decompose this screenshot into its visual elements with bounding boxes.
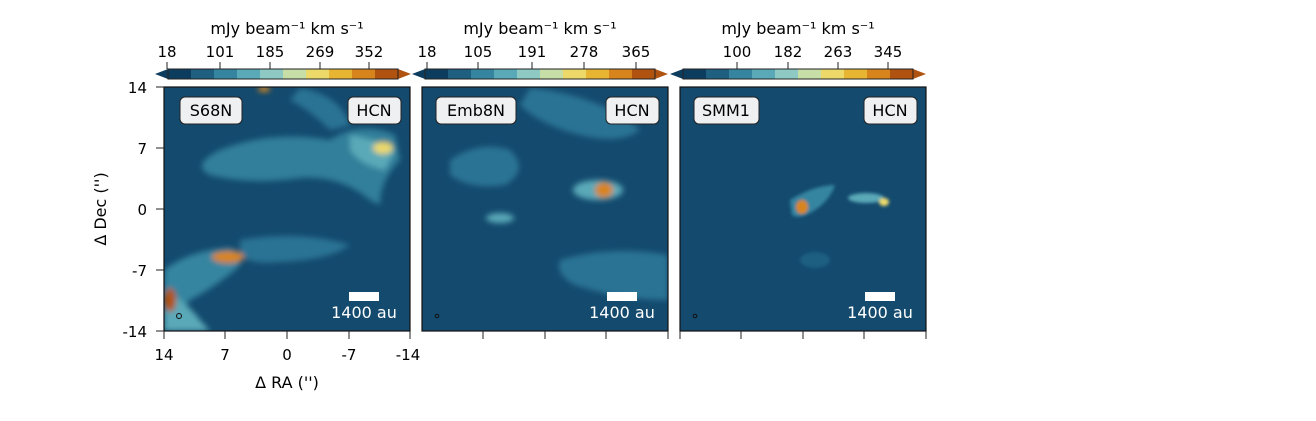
colorbar-label: mJy beam⁻¹ km s⁻¹ <box>210 19 363 38</box>
colorbar-cell <box>609 69 633 79</box>
y-tick: 7 <box>137 140 147 158</box>
colorbar-cell <box>798 69 822 79</box>
colorbar-tick: 365 <box>622 43 651 61</box>
scale-bar-label: 1400 au <box>847 303 913 322</box>
colorbar-ticks: 100 182 263 345 <box>723 43 903 69</box>
colorbar-tick: 182 <box>774 43 803 61</box>
x-tick: 0 <box>282 346 292 364</box>
colorbar-cell <box>821 69 845 79</box>
x-axis-ticks <box>482 331 669 339</box>
map-image <box>679 86 927 332</box>
colorbar-cell <box>706 69 730 79</box>
colorbar-tick: 269 <box>306 43 335 61</box>
x-tick: -7 <box>342 346 357 364</box>
colorbar-extend-high <box>913 69 926 79</box>
x-tick: -14 <box>396 346 421 364</box>
y-tick: -7 <box>132 262 147 280</box>
colorbar <box>155 68 411 80</box>
scale-bar-label: 1400 au <box>331 303 397 322</box>
colorbar-tick: 18 <box>417 43 436 61</box>
panel-smm1: mJy beam⁻¹ km s⁻¹ 100 182 263 345 <box>670 19 927 339</box>
colorbar-label: mJy beam⁻¹ km s⁻¹ <box>463 19 616 38</box>
y-tick: 0 <box>137 201 147 219</box>
colorbar-extend-high <box>655 69 668 79</box>
scale-bar <box>607 292 637 301</box>
colorbar-extend-low <box>412 69 425 79</box>
colorbar-cell <box>867 69 891 79</box>
colorbar-tick: 345 <box>874 43 903 61</box>
colorbar-cell <box>260 69 284 79</box>
colorbar-cell <box>214 69 238 79</box>
colorbar-tick: 18 <box>157 43 176 61</box>
source-label: Emb8N <box>447 101 505 120</box>
colorbar-cell <box>425 69 449 79</box>
colorbar-cell <box>375 69 399 79</box>
colorbar-extend-low <box>670 69 683 79</box>
line-label: HCN <box>614 101 649 120</box>
colorbar-cell <box>683 69 707 79</box>
colorbar-cell <box>540 69 564 79</box>
colorbar-tick: 278 <box>570 43 599 61</box>
colorbar-tick: 191 <box>518 43 547 61</box>
colorbar-cell <box>329 69 353 79</box>
x-tick: 7 <box>220 346 230 364</box>
y-tick: 14 <box>128 79 147 97</box>
colorbar-cell <box>168 69 192 79</box>
colorbar-cell <box>306 69 330 79</box>
source-label: S68N <box>190 101 232 120</box>
x-axis-label: Δ RA ('') <box>255 373 319 392</box>
panel-s68n: mJy beam⁻¹ km s⁻¹ 18 101 185 269 352 <box>91 19 420 392</box>
scale-bar <box>865 292 895 301</box>
colorbar-cell <box>775 69 799 79</box>
colorbar-cell <box>563 69 587 79</box>
colorbar-cell <box>890 69 914 79</box>
colorbar-cell <box>283 69 307 79</box>
colorbar-label: mJy beam⁻¹ km s⁻¹ <box>721 19 874 38</box>
colorbar-extend-low <box>155 69 168 79</box>
scale-bar <box>349 292 379 301</box>
colorbar-tick: 263 <box>824 43 853 61</box>
colorbar-cell <box>237 69 261 79</box>
colorbar-tick: 352 <box>355 43 384 61</box>
x-tick: 14 <box>154 346 173 364</box>
colorbar-cell <box>448 69 472 79</box>
line-label: HCN <box>872 101 907 120</box>
map-image <box>163 86 411 332</box>
colorbar-cell <box>729 69 753 79</box>
y-axis-label: Δ Dec ('') <box>91 172 110 245</box>
colorbar-cell <box>586 69 610 79</box>
line-label: HCN <box>356 101 391 120</box>
beam-marker <box>176 313 182 319</box>
colorbar-cell <box>494 69 518 79</box>
colorbar-tick: 100 <box>723 43 752 61</box>
source-label: SMM1 <box>702 101 750 120</box>
y-tick: -14 <box>123 323 148 341</box>
colorbar-tick: 185 <box>256 43 285 61</box>
scale-bar-label: 1400 au <box>589 303 655 322</box>
colorbar-tick: 105 <box>464 43 493 61</box>
colorbar-cell <box>517 69 541 79</box>
colorbar-cell <box>352 69 376 79</box>
colorbar-cell <box>632 69 656 79</box>
colorbar-cell <box>471 69 495 79</box>
colorbar <box>670 68 926 80</box>
x-axis: 14 7 0 -7 -14 Δ RA ('') <box>154 331 420 392</box>
x-axis-ticks <box>679 331 927 339</box>
colorbar-cell <box>191 69 215 79</box>
colorbar-cell <box>844 69 868 79</box>
colorbar-ticks: 18 101 185 269 352 <box>157 43 383 69</box>
colorbar <box>412 68 668 80</box>
colorbar-ticks: 18 105 191 278 365 <box>417 43 650 69</box>
colorbar-tick: 101 <box>206 43 235 61</box>
beam-marker <box>434 313 440 319</box>
panel-emb8n: mJy beam⁻¹ km s⁻¹ 18 105 191 278 365 <box>412 19 669 339</box>
beam-marker <box>692 313 698 319</box>
colorbar-extend-high <box>398 69 411 79</box>
map-image <box>421 86 669 332</box>
colorbar-cell <box>752 69 776 79</box>
y-axis: 14 7 0 -7 -14 Δ Dec ('') <box>91 79 164 341</box>
